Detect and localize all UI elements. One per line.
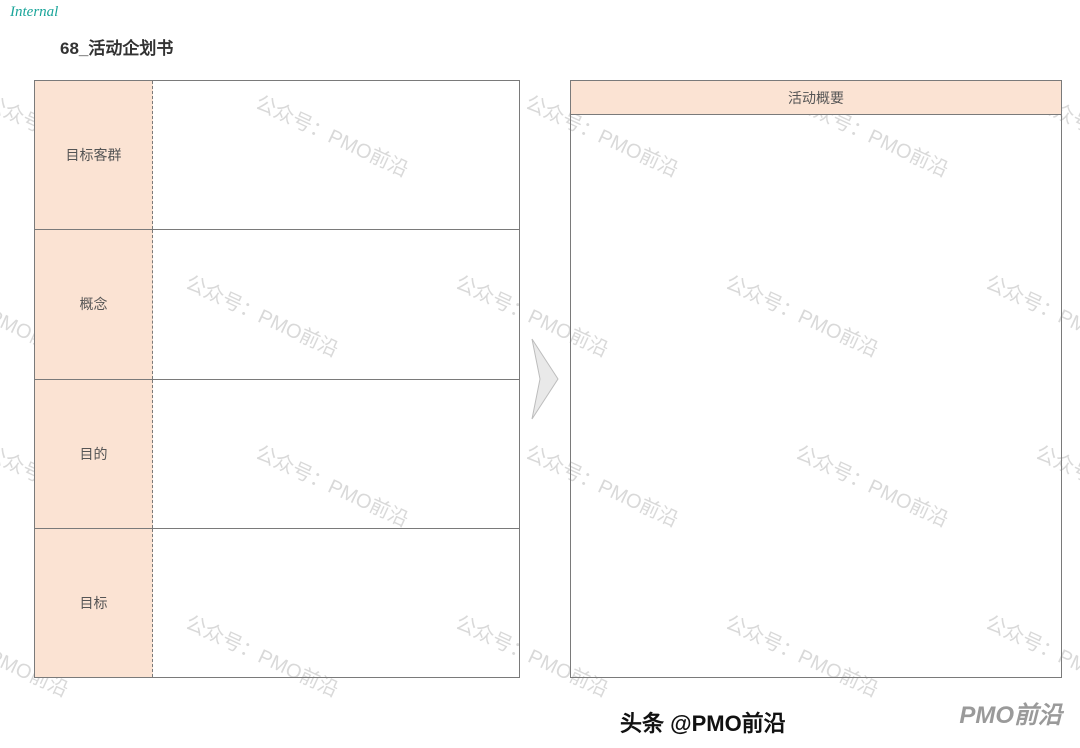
- left-row: 目的: [35, 379, 519, 528]
- internal-label: Internal: [10, 4, 58, 21]
- left-row-content: [153, 529, 519, 677]
- right-panel: 活动概要: [570, 80, 1062, 678]
- left-row-label: 目标: [35, 529, 153, 677]
- left-row: 目标客群: [35, 81, 519, 229]
- diagram-canvas: 目标客群概念目的目标 活动概要: [34, 80, 1062, 678]
- left-row-label: 概念: [35, 230, 153, 378]
- page-title: 68_活动企划书: [60, 34, 173, 59]
- left-row: 概念: [35, 229, 519, 378]
- arrow-gap: [520, 80, 570, 678]
- left-row: 目标: [35, 528, 519, 677]
- footer-credit: 头条 @PMO前沿: [620, 706, 786, 738]
- left-row-label: 目标客群: [35, 81, 153, 229]
- corner-brand: PMO前沿: [959, 695, 1062, 730]
- left-panel: 目标客群概念目的目标: [34, 80, 520, 678]
- chevron-right-icon: [530, 337, 560, 421]
- left-row-label: 目的: [35, 380, 153, 528]
- right-panel-body: [571, 115, 1061, 677]
- left-row-content: [153, 230, 519, 378]
- right-panel-header: 活动概要: [571, 81, 1061, 115]
- left-row-content: [153, 81, 519, 229]
- left-row-content: [153, 380, 519, 528]
